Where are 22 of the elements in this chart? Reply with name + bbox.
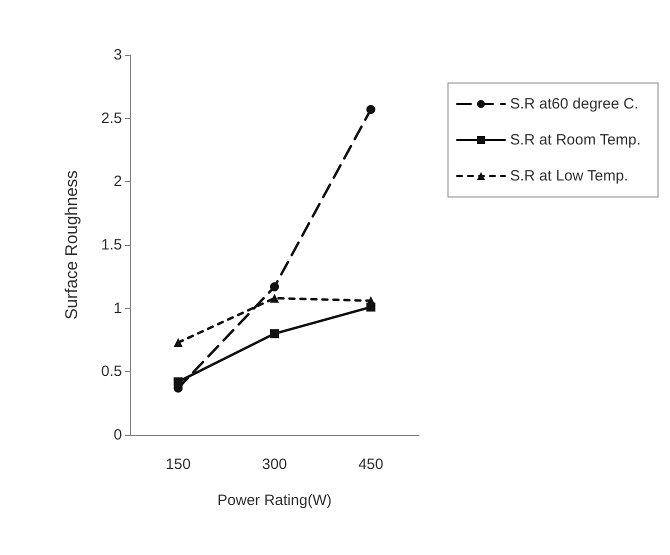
y-tick-label: 3 [114, 46, 122, 64]
legend-label: S.R at Low Temp. [510, 168, 628, 184]
point [270, 294, 279, 303]
x-tick-label: 150 [166, 456, 191, 473]
y-tick-label: 2 [114, 173, 122, 190]
y-tick-label: 1.5 [101, 236, 122, 254]
y-tick-label: 2.5 [101, 110, 122, 127]
point [174, 338, 183, 348]
point [270, 329, 279, 338]
y-tick-label: 1 [114, 300, 122, 317]
legend-label: S.R at Room Temp. [510, 132, 641, 148]
point [174, 377, 183, 386]
y-axis-title: Surface Roughness [62, 170, 81, 320]
x-tick-label: 450 [358, 456, 384, 473]
legend-label: S.R at60 degree C. [510, 96, 638, 112]
y-tick-label: 0.5 [101, 363, 122, 380]
point [366, 104, 376, 114]
y-tick-label: 0 [114, 426, 122, 444]
x-tick-label: 300 [262, 456, 288, 473]
point [270, 282, 279, 292]
x-axis-title: Power Rating(W) [217, 492, 332, 509]
point [366, 296, 376, 306]
